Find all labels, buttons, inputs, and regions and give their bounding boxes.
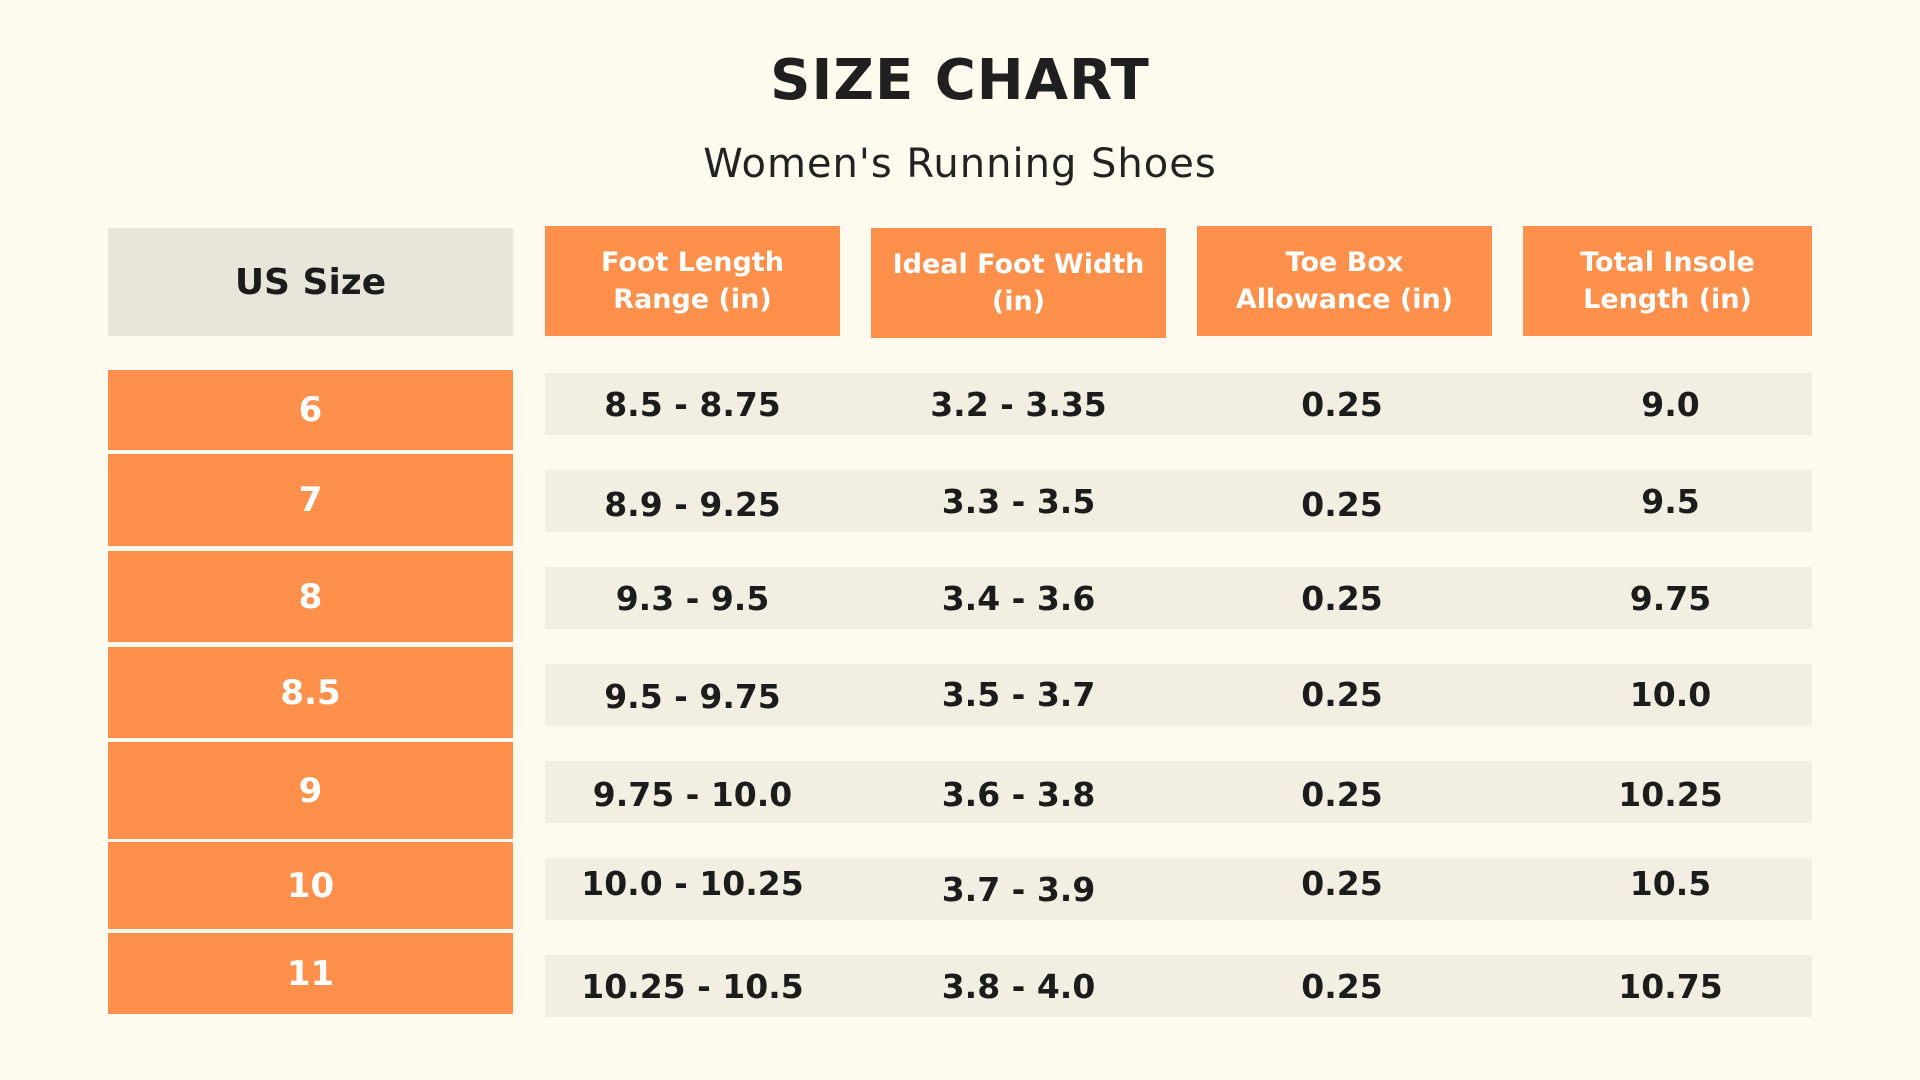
foot-length-value: 9.5 - 9.75 xyxy=(604,676,781,716)
foot-length-value: 10.0 - 10.25 xyxy=(581,863,804,903)
table-row xyxy=(545,955,1812,1017)
table-row xyxy=(545,858,1812,920)
table-row xyxy=(545,470,1812,532)
insole-length-value: 10.25 xyxy=(1618,774,1723,814)
header-foot-width: Ideal Foot Width (in) xyxy=(871,228,1166,338)
header-us-size: US Size xyxy=(108,228,513,336)
foot-width-value: 3.5 - 3.7 xyxy=(941,674,1096,714)
toe-box-value: 0.25 xyxy=(1301,578,1383,618)
toe-box-value: 0.25 xyxy=(1301,774,1383,814)
foot-width-value: 3.2 - 3.35 xyxy=(930,384,1107,424)
page-subtitle: Women's Running Shoes xyxy=(703,141,1217,187)
page-title: SIZE CHART xyxy=(770,48,1150,113)
size-cell: 11 xyxy=(108,933,513,1014)
insole-length-value: 10.75 xyxy=(1618,966,1723,1006)
toe-box-value: 0.25 xyxy=(1301,863,1383,903)
header-toe-box: Toe Box Allowance (in) xyxy=(1197,226,1492,336)
size-cell: 8.5 xyxy=(108,647,513,738)
insole-length-value: 9.5 xyxy=(1641,481,1700,521)
foot-width-value: 3.7 - 3.9 xyxy=(941,869,1096,909)
size-cell: 7 xyxy=(108,454,513,546)
foot-length-value: 8.9 - 9.25 xyxy=(604,484,781,524)
foot-length-value: 9.75 - 10.0 xyxy=(592,774,793,814)
toe-box-value: 0.25 xyxy=(1301,484,1383,524)
insole-length-value: 10.0 xyxy=(1629,674,1712,714)
toe-box-value: 0.25 xyxy=(1301,966,1383,1006)
table-row xyxy=(545,373,1812,435)
table-row xyxy=(545,664,1812,726)
foot-length-value: 9.3 - 9.5 xyxy=(615,578,770,618)
table-row xyxy=(545,567,1812,629)
foot-length-value: 10.25 - 10.5 xyxy=(581,966,804,1006)
size-cell: 6 xyxy=(108,370,513,450)
foot-width-value: 3.6 - 3.8 xyxy=(941,774,1096,814)
foot-width-value: 3.3 - 3.5 xyxy=(941,481,1096,521)
table-row xyxy=(545,761,1812,823)
header-foot-length: Foot Length Range (in) xyxy=(545,226,840,336)
insole-length-value: 9.75 xyxy=(1629,578,1712,618)
foot-length-value: 8.5 - 8.75 xyxy=(604,384,781,424)
insole-length-value: 9.0 xyxy=(1641,384,1700,424)
toe-box-value: 0.25 xyxy=(1301,384,1383,424)
insole-length-value: 10.5 xyxy=(1629,863,1712,903)
toe-box-value: 0.25 xyxy=(1301,674,1383,714)
size-cell: 10 xyxy=(108,842,513,929)
header-insole-length: Total Insole Length (in) xyxy=(1523,226,1812,336)
size-cell: 9 xyxy=(108,742,513,839)
foot-width-value: 3.8 - 4.0 xyxy=(941,966,1096,1006)
size-cell: 8 xyxy=(108,551,513,642)
foot-width-value: 3.4 - 3.6 xyxy=(941,578,1096,618)
